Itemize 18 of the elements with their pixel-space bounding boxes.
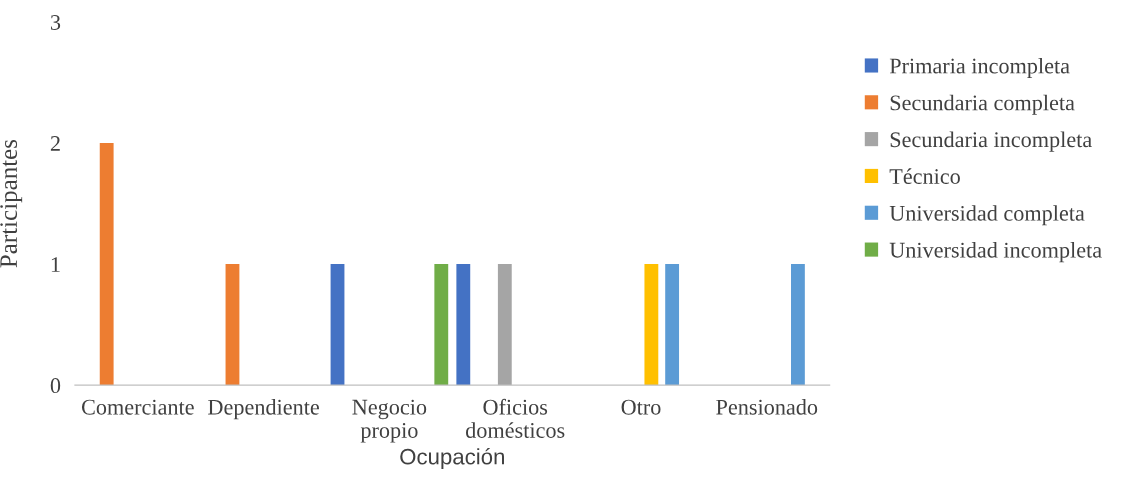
x-tick-label: Negocio propio — [352, 399, 427, 443]
y-tick-label: 0 — [50, 378, 61, 394]
y-tick-label: 1 — [51, 257, 60, 272]
legend-label: Universidad incompleta — [889, 242, 1102, 263]
x-tick-label: Comerciante — [81, 399, 194, 415]
y-tick-label: 3 — [50, 15, 61, 30]
x-tick-label: Oficios domésticos — [466, 398, 565, 438]
x-tick-label: Pensionado — [716, 399, 818, 415]
legend-label: Secundaria incompleta — [890, 131, 1092, 152]
legend-label: Primaria incompleta — [889, 57, 1070, 79]
legend-label: Universidad completa — [889, 205, 1085, 226]
legend-label: Técnico — [889, 168, 960, 184]
x-axis-title: Ocupación — [400, 447, 504, 469]
x-tick-label: Otro — [621, 399, 661, 415]
legend-label: Secundaria completa — [890, 94, 1075, 115]
y-tick-label: 2 — [50, 136, 60, 151]
y-axis-title: Participantes — [0, 139, 23, 268]
x-tick-label: Dependiente — [208, 399, 319, 420]
